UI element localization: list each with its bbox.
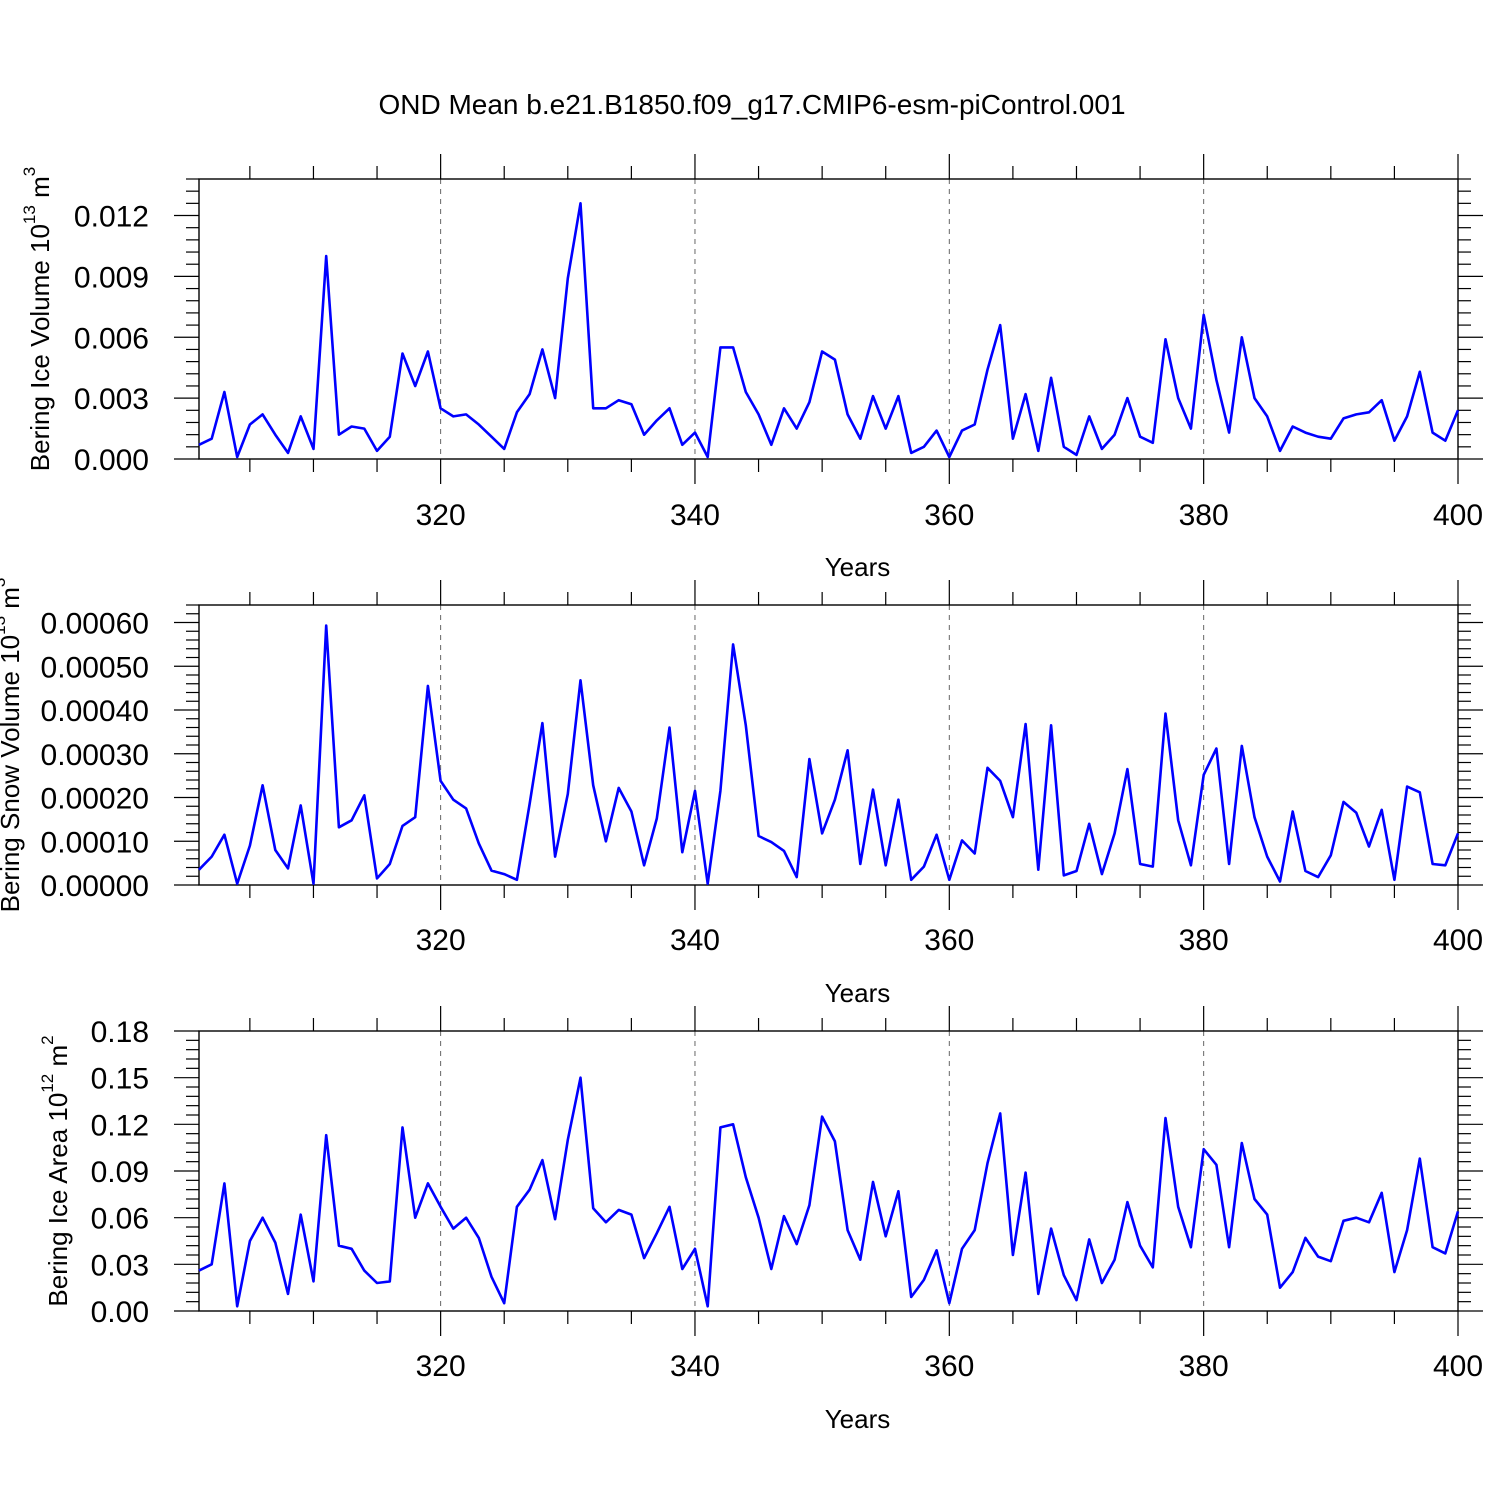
- y-axis-label: Bering Ice Area 1012 m2: [38, 1035, 72, 1306]
- y-axis-label: Bering Ice Volume 1013 m3: [20, 167, 54, 471]
- x-axis-label: Years: [825, 1404, 891, 1434]
- y-tick-label: 0.00: [91, 1296, 149, 1329]
- y-tick-label: 0.00000: [41, 870, 149, 903]
- y-tick-label: 0.006: [74, 322, 149, 355]
- x-tick-label: 320: [416, 924, 466, 957]
- x-tick-label: 320: [416, 499, 466, 532]
- y-tick-label: 0.00020: [41, 783, 149, 816]
- x-tick-label: 340: [670, 499, 720, 532]
- y-tick-label: 0.15: [91, 1063, 149, 1096]
- x-tick-label: 320: [416, 1350, 466, 1383]
- y-axis-label: Bering Snow Volume 1013 m3: [0, 578, 25, 913]
- y-tick-label: 0.00050: [41, 651, 149, 684]
- y-tick-label: 0.012: [74, 201, 149, 234]
- plot-frame: [198, 1030, 1459, 1312]
- x-tick-label: 340: [670, 1350, 720, 1383]
- x-tick-label: 380: [1179, 1350, 1229, 1383]
- y-tick-label: 0.18: [91, 1016, 149, 1049]
- series-line: [198, 1076, 1460, 1308]
- y-tick-label: 0.00040: [41, 695, 149, 728]
- area-panel: 320 340 360 380 400 0.00 0.03 0.06 0.09 0.12 0.15 0…: [38, 1006, 1483, 1434]
- y-tick-label: 0.00030: [41, 739, 149, 772]
- y-tick-label: 0.000: [74, 444, 149, 477]
- y-tick-label: 0.03: [91, 1249, 149, 1282]
- y-tick-label: 0.12: [91, 1109, 149, 1142]
- y-tick-label: 0.003: [74, 383, 149, 416]
- x-tick-label: 380: [1179, 924, 1229, 957]
- plot-frame: [198, 604, 1459, 886]
- x-tick-label: 400: [1433, 499, 1483, 532]
- x-tick-label: 380: [1179, 499, 1229, 532]
- x-tick-label: 400: [1433, 924, 1483, 957]
- x-tick-label: 360: [924, 499, 974, 532]
- y-tick-label: 0.00010: [41, 826, 149, 859]
- x-tick-label: 360: [924, 1350, 974, 1383]
- chart-title: OND Mean b.e21.B1850.f09_g17.CMIP6-esm-p…: [378, 89, 1125, 120]
- x-tick-label: 340: [670, 924, 720, 957]
- y-tick-label: 0.09: [91, 1156, 149, 1189]
- x-tick-label: 360: [924, 924, 974, 957]
- plot-frame: [198, 178, 1459, 460]
- series-line: [198, 202, 1460, 459]
- series-line: [198, 624, 1460, 886]
- y-tick-label: 0.06: [91, 1203, 149, 1236]
- volume-panel: 320 340 360 380 400 0.000 0.003 0.006 0.009 0.012…: [20, 154, 1483, 582]
- snow-panel: 320 340 360 380 400 0.00000 0.00010 0.00020 0.00…: [0, 578, 1483, 1008]
- x-axis-label: Years: [825, 978, 891, 1008]
- x-axis-label: Years: [825, 552, 891, 582]
- panels: 320 340 360 380 400 0.000 0.003 0.006 0.009 0.012…: [0, 154, 1483, 1434]
- y-tick-label: 0.00060: [41, 608, 149, 641]
- y-tick-label: 0.009: [74, 261, 149, 294]
- x-tick-label: 400: [1433, 1350, 1483, 1383]
